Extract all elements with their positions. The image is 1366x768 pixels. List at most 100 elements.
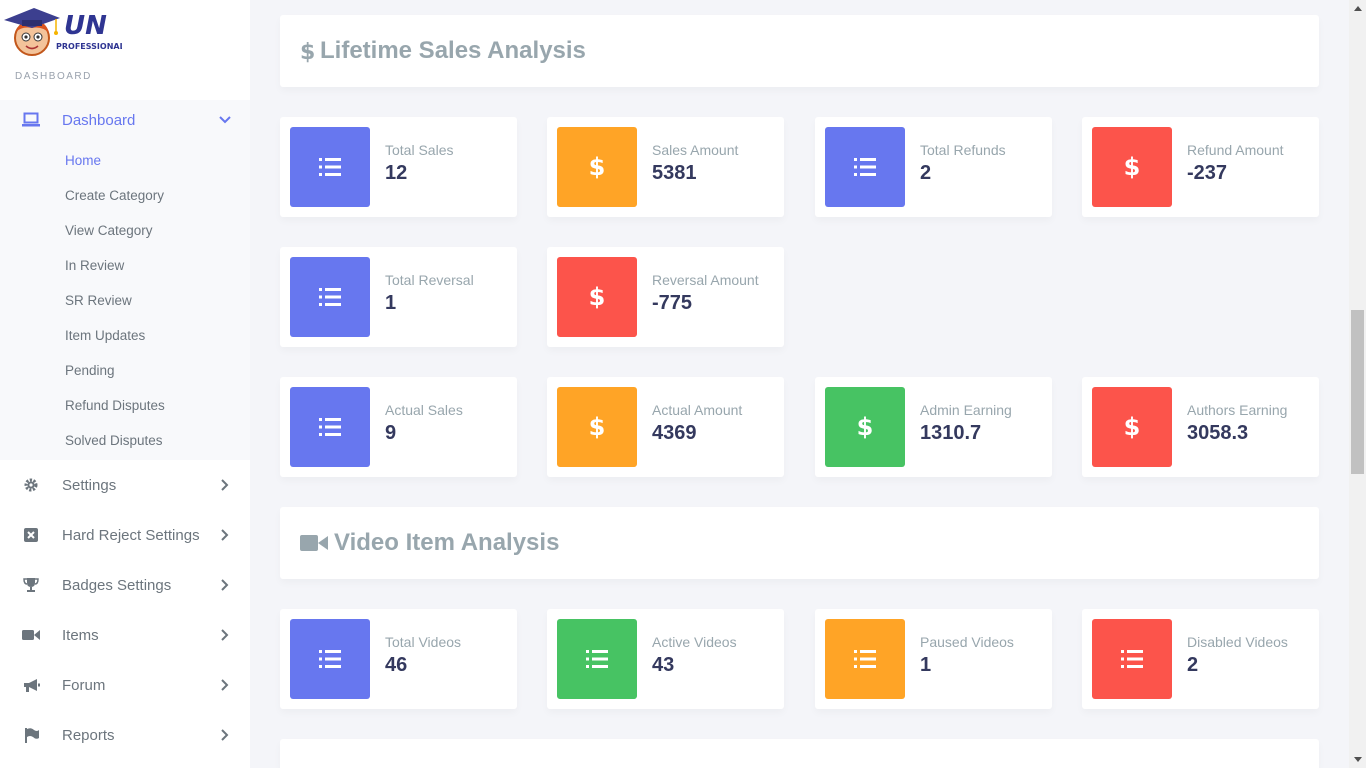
sidebar-item-reports[interactable]: Reports <box>0 715 250 755</box>
sidebar-subitem-refund-disputes[interactable]: Refund Disputes <box>65 398 165 413</box>
dollar-icon: $ <box>1092 127 1172 207</box>
laptop-icon <box>22 111 40 129</box>
sidebar-subitem-create-category[interactable]: Create Category <box>65 188 165 203</box>
sidebar-subitem-in-review[interactable]: In Review <box>65 258 125 273</box>
sidebar-item-forum[interactable]: Forum <box>0 665 250 705</box>
stat-authors-earning: $ Authors Earning 3058.3 <box>1082 377 1319 477</box>
sidebar-item-items[interactable]: Items <box>0 615 250 655</box>
stat-value: 1 <box>920 654 932 676</box>
scroll-down-icon[interactable] <box>1349 751 1366 768</box>
stat-actual-sales: Actual Sales 9 <box>280 377 517 477</box>
stat-value: 5381 <box>652 162 697 184</box>
stat-reversal-amount: $ Reversal Amount -775 <box>547 247 784 347</box>
stat-paused-videos: Paused Videos 1 <box>815 609 1052 709</box>
stat-label: Sales Amount <box>652 142 739 158</box>
dollar-icon: $ <box>557 257 637 337</box>
stat-total-sales: Total Sales 12 <box>280 117 517 217</box>
sidebar-item-dashboard[interactable]: Dashboard <box>0 100 250 140</box>
dashboard-submenu-panel <box>0 100 250 460</box>
stat-admin-earning: $ Admin Earning 1310.7 <box>815 377 1052 477</box>
chevron-right-icon[interactable] <box>218 628 232 642</box>
chevron-right-icon[interactable] <box>218 578 232 592</box>
sidebar-item-hard-reject-settings[interactable]: Hard Reject Settings <box>0 515 250 555</box>
stat-total-videos: Total Videos 46 <box>280 609 517 709</box>
stat-label: Authors Earning <box>1187 402 1288 418</box>
stat-label: Admin Earning <box>920 402 1012 418</box>
list-icon <box>290 387 370 467</box>
sidebar-subitem-home[interactable]: Home <box>65 153 102 168</box>
sidebar-subitem-view-category[interactable]: View Category <box>65 223 153 238</box>
sidebar-subitem-solved-disputes[interactable]: Solved Disputes <box>65 433 163 448</box>
stat-label: Total Videos <box>385 634 462 650</box>
stat-label: Active Videos <box>652 634 737 650</box>
dollar-icon: $ <box>300 37 316 65</box>
stat-value: 2 <box>920 162 932 184</box>
video-camera-icon <box>300 529 328 557</box>
stat-refund-amount: $ Refund Amount -237 <box>1082 117 1319 217</box>
dollar-icon: $ <box>825 387 905 467</box>
megaphone-icon <box>22 676 40 694</box>
trophy-icon <box>22 576 40 594</box>
sidebar-item-label: Badges Settings <box>62 576 172 594</box>
logo-mascot-icon: UN PROFESSIONAL <box>4 8 122 56</box>
list-icon <box>1092 619 1172 699</box>
stat-total-reversal: Total Reversal 1 <box>280 247 517 347</box>
stat-total-refunds: Total Refunds 2 <box>815 117 1052 217</box>
chevron-right-icon[interactable] <box>218 478 232 492</box>
stat-value: 2 <box>1187 654 1199 676</box>
chevron-right-icon[interactable] <box>218 728 232 742</box>
sidebar: UN PROFESSIONAL DASHBOARD Dashboard Home… <box>0 0 250 768</box>
flag-icon <box>22 726 40 744</box>
chevron-down-icon[interactable] <box>218 113 232 127</box>
list-icon <box>290 619 370 699</box>
brand[interactable]: UN PROFESSIONAL <box>0 0 250 68</box>
stat-value: 3058.3 <box>1187 422 1249 444</box>
sidebar-item-label: Items <box>62 626 99 644</box>
stat-value: -775 <box>652 292 693 314</box>
scroll-up-icon[interactable] <box>1349 0 1366 17</box>
stat-label: Paused Videos <box>920 634 1014 650</box>
sidebar-item-label: Dashboard <box>62 111 136 129</box>
stat-value: 4369 <box>652 422 697 444</box>
video-camera-icon <box>22 626 40 644</box>
stat-value: 46 <box>385 654 408 676</box>
list-icon <box>825 619 905 699</box>
sidebar-item-badges-settings[interactable]: Badges Settings <box>0 565 250 605</box>
section-title: Video Item Analysis <box>334 529 560 556</box>
sidebar-item-label: Forum <box>62 676 106 694</box>
sidebar-subitem-sr-review[interactable]: SR Review <box>65 293 132 308</box>
list-icon <box>557 619 637 699</box>
stat-disabled-videos: Disabled Videos 2 <box>1082 609 1319 709</box>
sidebar-item-label: Reports <box>62 726 115 744</box>
sidebar-subitem-pending[interactable]: Pending <box>65 363 115 378</box>
stat-label: Total Sales <box>385 142 454 158</box>
stat-value: 9 <box>385 422 397 444</box>
stat-value: 1 <box>385 292 397 314</box>
stat-value: 1310.7 <box>920 422 982 444</box>
sidebar-subitem-item-updates[interactable]: Item Updates <box>65 328 146 343</box>
stat-active-videos: Active Videos 43 <box>547 609 784 709</box>
section-title: Lifetime Sales Analysis <box>320 37 586 64</box>
stat-label: Total Refunds <box>920 142 1006 158</box>
stat-label: Actual Amount <box>652 402 743 418</box>
stat-actual-amount: $ Actual Amount 4369 <box>547 377 784 477</box>
page-scrollbar[interactable] <box>1349 0 1366 768</box>
stat-label: Actual Sales <box>385 402 463 418</box>
chevron-right-icon[interactable] <box>218 678 232 692</box>
section-video-items: Video Item Analysis <box>280 507 1319 579</box>
close-square-icon <box>22 526 40 544</box>
sidebar-item-settings[interactable]: Settings <box>0 465 250 505</box>
stat-value: -237 <box>1187 162 1228 184</box>
sidebar-item-label: Hard Reject Settings <box>62 526 200 544</box>
stat-label: Reversal Amount <box>652 272 759 288</box>
section-lifetime-sales: $ Lifetime Sales Analysis <box>280 15 1319 87</box>
dollar-icon: $ <box>557 387 637 467</box>
scroll-thumb[interactable] <box>1351 310 1364 474</box>
stat-label: Disabled Videos <box>1187 634 1288 650</box>
menu-header: DASHBOARD <box>15 71 92 82</box>
logo-text: UN <box>64 11 107 41</box>
gear-icon <box>22 476 40 494</box>
section-next-partial <box>280 739 1319 768</box>
stat-sales-amount: $ Sales Amount 5381 <box>547 117 784 217</box>
chevron-right-icon[interactable] <box>218 528 232 542</box>
